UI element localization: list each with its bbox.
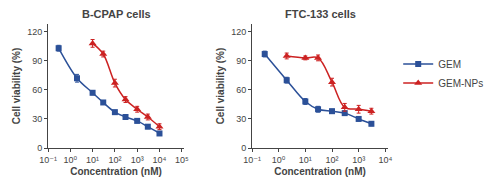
svg-text:60: 60 bbox=[32, 85, 42, 95]
svg-text:Cell viability (%): Cell viability (%) bbox=[215, 48, 226, 125]
svg-text:10⁴: 10⁴ bbox=[153, 155, 167, 165]
svg-text:10⁻¹: 10⁻¹ bbox=[39, 155, 57, 165]
svg-text:120: 120 bbox=[27, 27, 42, 37]
svg-text:10¹: 10¹ bbox=[299, 155, 312, 165]
svg-text:10²: 10² bbox=[108, 155, 121, 165]
svg-text:GEM: GEM bbox=[438, 59, 461, 70]
svg-text:10⁻¹: 10⁻¹ bbox=[243, 155, 261, 165]
svg-text:Cell viability (%): Cell viability (%) bbox=[11, 48, 22, 125]
svg-text:30: 30 bbox=[32, 114, 42, 124]
svg-text:10²: 10² bbox=[325, 155, 338, 165]
svg-text:90: 90 bbox=[236, 56, 246, 66]
svg-text:10³: 10³ bbox=[352, 155, 365, 165]
svg-text:10¹: 10¹ bbox=[86, 155, 99, 165]
svg-text:10⁰: 10⁰ bbox=[272, 155, 286, 165]
svg-text:GEM-NPs: GEM-NPs bbox=[438, 78, 483, 89]
svg-text:120: 120 bbox=[231, 27, 246, 37]
svg-text:10³: 10³ bbox=[131, 155, 144, 165]
svg-text:90: 90 bbox=[32, 56, 42, 66]
svg-text:FTC-133 cells: FTC-133 cells bbox=[285, 8, 356, 20]
svg-text:30: 30 bbox=[236, 114, 246, 124]
svg-text:B-CPAP cells: B-CPAP cells bbox=[82, 8, 151, 20]
svg-text:10⁰: 10⁰ bbox=[63, 155, 77, 165]
svg-text:10⁵: 10⁵ bbox=[175, 155, 189, 165]
svg-text:60: 60 bbox=[236, 85, 246, 95]
svg-text:10⁴: 10⁴ bbox=[378, 155, 392, 165]
svg-text:0: 0 bbox=[37, 143, 42, 153]
svg-text:Concentration (nM): Concentration (nM) bbox=[274, 166, 366, 177]
svg-text:0: 0 bbox=[241, 143, 246, 153]
svg-text:Concentration (nM): Concentration (nM) bbox=[70, 166, 162, 177]
